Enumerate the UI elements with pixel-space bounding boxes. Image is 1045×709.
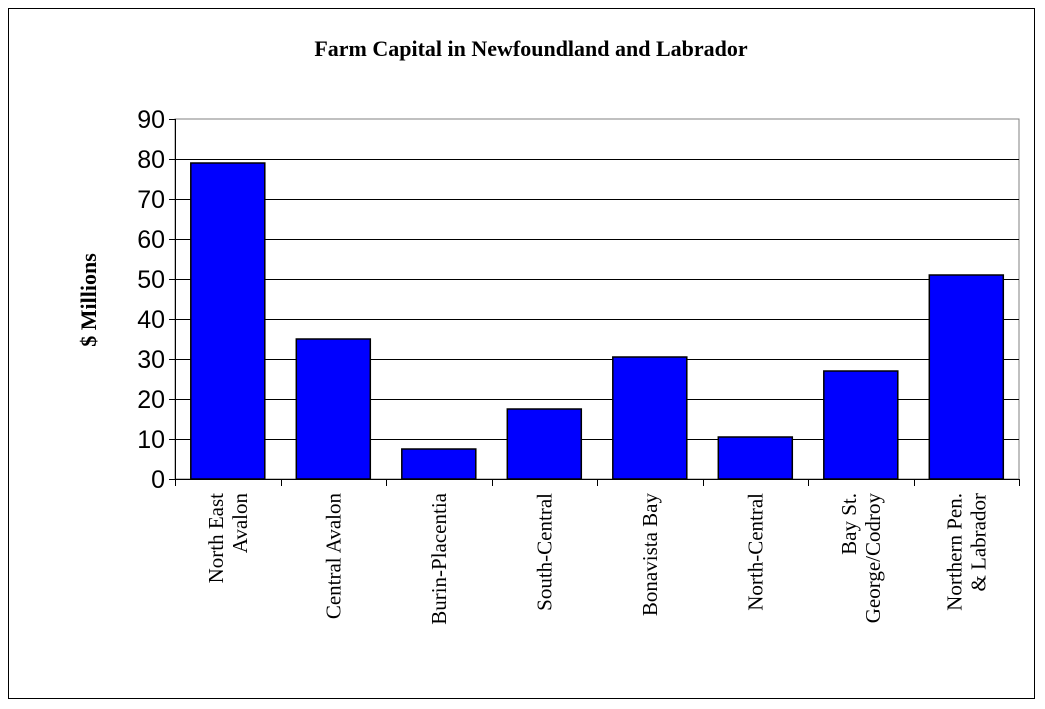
bars — [190, 162, 1005, 480]
y-tick-label: 70 — [137, 186, 165, 214]
bar — [506, 408, 583, 480]
bar — [401, 448, 477, 480]
bar — [823, 370, 899, 480]
y-tick-label: 80 — [137, 146, 165, 174]
x-tick-labels: North East Avalon Central Avalon Burin-Plac… — [204, 492, 990, 624]
y-tick-label: 90 — [137, 106, 165, 134]
chart-title: Farm Capital in Newfoundland and Labrado… — [314, 36, 748, 61]
x-tick-label: & Labrador — [966, 493, 990, 592]
y-tick-label: 40 — [137, 306, 165, 334]
y-tick-label: 10 — [137, 426, 165, 454]
x-tick-label: Avalon — [228, 493, 252, 554]
x-tick-label: South-Central — [532, 493, 556, 611]
y-tick-label: 50 — [137, 266, 165, 294]
y-tick-label: 20 — [137, 386, 165, 414]
x-tick-label: North East — [204, 493, 228, 584]
bar — [717, 436, 794, 480]
x-tick-label: George/Codroy — [861, 493, 885, 624]
x-tick-label: North-Central — [743, 493, 767, 611]
y-axis-label: $ Millions — [76, 253, 101, 347]
x-tick-label: Bay St. — [837, 493, 861, 555]
x-tick-label: Northern Pen. — [942, 493, 966, 611]
y-tick-label: 60 — [137, 226, 165, 254]
bar — [295, 338, 372, 480]
x-tick-label: Central Avalon — [321, 493, 345, 620]
x-tick-label: Burin-Placentia — [427, 492, 451, 624]
y-tick-label: 0 — [151, 466, 165, 494]
x-tick-label: Bonavista Bay — [638, 493, 662, 617]
bar — [928, 274, 1005, 480]
bar — [612, 356, 688, 480]
y-tick-labels: 0 10 20 30 40 50 60 70 80 90 — [137, 106, 165, 494]
y-tick-label: 30 — [137, 346, 165, 374]
bar — [190, 162, 266, 480]
axes — [169, 119, 1020, 486]
